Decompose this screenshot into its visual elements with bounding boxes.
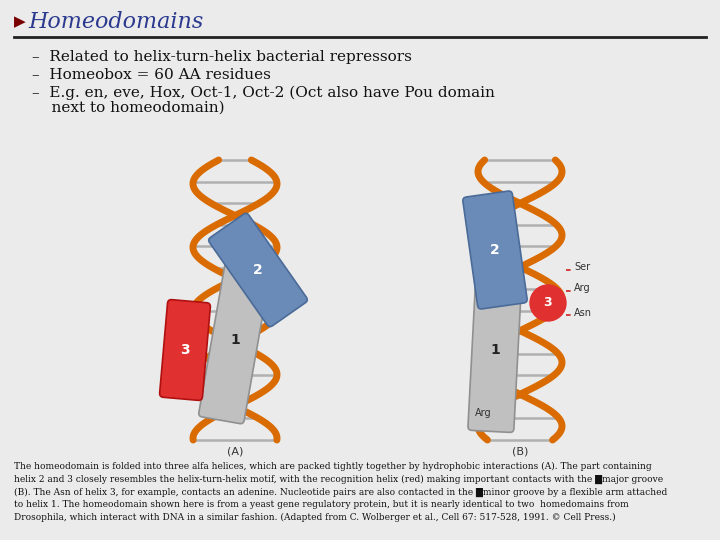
Text: Homeodomains: Homeodomains [28, 11, 203, 33]
Circle shape [530, 285, 566, 321]
Text: 1: 1 [230, 333, 240, 347]
FancyBboxPatch shape [468, 268, 522, 433]
Text: next to homeodomain): next to homeodomain) [32, 101, 225, 115]
Text: Arg: Arg [475, 408, 492, 418]
Text: ▶: ▶ [14, 15, 26, 30]
Text: –  Related to helix-turn-helix bacterial repressors: – Related to helix-turn-helix bacterial … [32, 50, 412, 64]
Text: Arg: Arg [574, 283, 590, 293]
FancyBboxPatch shape [199, 256, 271, 424]
Text: (A): (A) [227, 447, 243, 457]
Text: –  Homeobox = 60 AA residues: – Homeobox = 60 AA residues [32, 68, 271, 82]
FancyBboxPatch shape [160, 300, 210, 400]
Text: Ser: Ser [574, 262, 590, 272]
Text: 3: 3 [180, 343, 190, 357]
Text: –  E.g. en, eve, Hox, Oct-1, Oct-2 (Oct also have Pou domain: – E.g. en, eve, Hox, Oct-1, Oct-2 (Oct a… [32, 86, 495, 100]
Text: Asn: Asn [574, 308, 592, 318]
Text: 2: 2 [253, 263, 263, 277]
Text: 3: 3 [544, 296, 552, 309]
FancyBboxPatch shape [463, 191, 527, 309]
Text: 1: 1 [490, 343, 500, 357]
Text: The homeodomain is folded into three alfa helices, which are packed tightly toge: The homeodomain is folded into three alf… [14, 462, 667, 522]
FancyBboxPatch shape [209, 213, 307, 327]
Text: 2: 2 [490, 243, 500, 257]
Text: (B): (B) [512, 447, 528, 457]
